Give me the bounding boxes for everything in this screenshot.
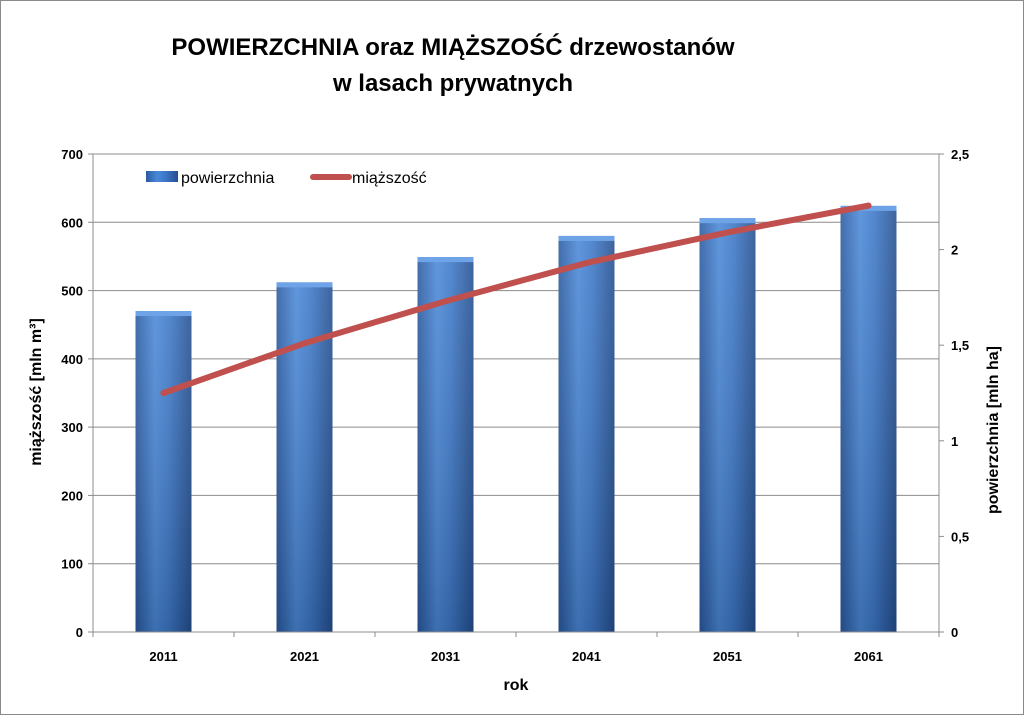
- x-tick-label: 2061: [854, 649, 883, 664]
- bar-shade: [840, 205, 897, 632]
- bar: [135, 311, 192, 632]
- y-right-tick-label: 0: [951, 625, 958, 640]
- y-right-tick-label: 2,5: [951, 147, 969, 162]
- x-tick-label: 2021: [290, 649, 319, 664]
- x-tick-label: 2041: [572, 649, 601, 664]
- y-axis-right-title: powierzchnia [mln ha]: [985, 346, 1002, 514]
- legend: powierzchnia miąższość: [146, 170, 427, 187]
- x-tick-label: 2011: [149, 649, 177, 664]
- bar-top: [558, 235, 615, 241]
- chart-title-line2: w lasach prywatnych: [332, 70, 574, 97]
- gridlines: [93, 153, 939, 633]
- line-point: [442, 298, 449, 305]
- series-line-miazszosc: [160, 202, 872, 396]
- bar-shade: [558, 235, 615, 632]
- y-right-tick-label: 2: [951, 243, 958, 258]
- line-point: [865, 202, 872, 209]
- x-tick-label: 2051: [713, 649, 742, 664]
- bar-top: [276, 282, 333, 288]
- y-left-tick-label: 200: [61, 488, 83, 503]
- bar-shade: [417, 257, 474, 632]
- legend-label-miazszosc: miąższość: [352, 170, 427, 187]
- bar-top: [699, 218, 756, 224]
- y-left-tick-label: 300: [61, 420, 83, 435]
- x-axis-title: rok: [504, 677, 529, 694]
- bar-series: [135, 205, 897, 632]
- y-axis-left-title: miąższość [mln m³]: [28, 318, 45, 466]
- bar-shade: [699, 218, 756, 632]
- line-point: [301, 340, 308, 347]
- bar-shade: [135, 311, 192, 632]
- line-point: [724, 229, 731, 236]
- legend-label-powierzchnia: powierzchnia: [181, 170, 274, 187]
- bar: [840, 205, 897, 632]
- y-left-tick-label: 100: [61, 557, 83, 572]
- y-left-tick-label: 400: [61, 352, 83, 367]
- y-left-tick-label: 600: [61, 215, 83, 230]
- y-right-tick-label: 1: [951, 434, 958, 449]
- line-point: [583, 259, 590, 266]
- legend-swatch-powierzchnia: [146, 171, 178, 182]
- x-tick-label: 2031: [431, 649, 460, 664]
- bar-top: [135, 311, 192, 317]
- y-left-tick-label: 700: [61, 147, 83, 162]
- bar: [417, 257, 474, 632]
- bar: [699, 218, 756, 632]
- y-right-tick-label: 1,5: [951, 338, 969, 353]
- y-left-tick-label: 0: [76, 625, 83, 640]
- line-point: [160, 390, 167, 396]
- bar: [558, 235, 615, 632]
- axes: 0 100 200 300 400 500 600 700 0 0,5 1 1,5 2 2,5 2011 20…: [61, 147, 969, 664]
- line-series: [160, 202, 872, 396]
- chart-title-line1: POWIERZCHNIA oraz MIĄŻSZOŚĆ drzewostanów: [171, 34, 735, 61]
- bar-top: [417, 257, 474, 263]
- y-right-tick-label: 0,5: [951, 529, 969, 544]
- y-left-tick-label: 500: [61, 284, 83, 299]
